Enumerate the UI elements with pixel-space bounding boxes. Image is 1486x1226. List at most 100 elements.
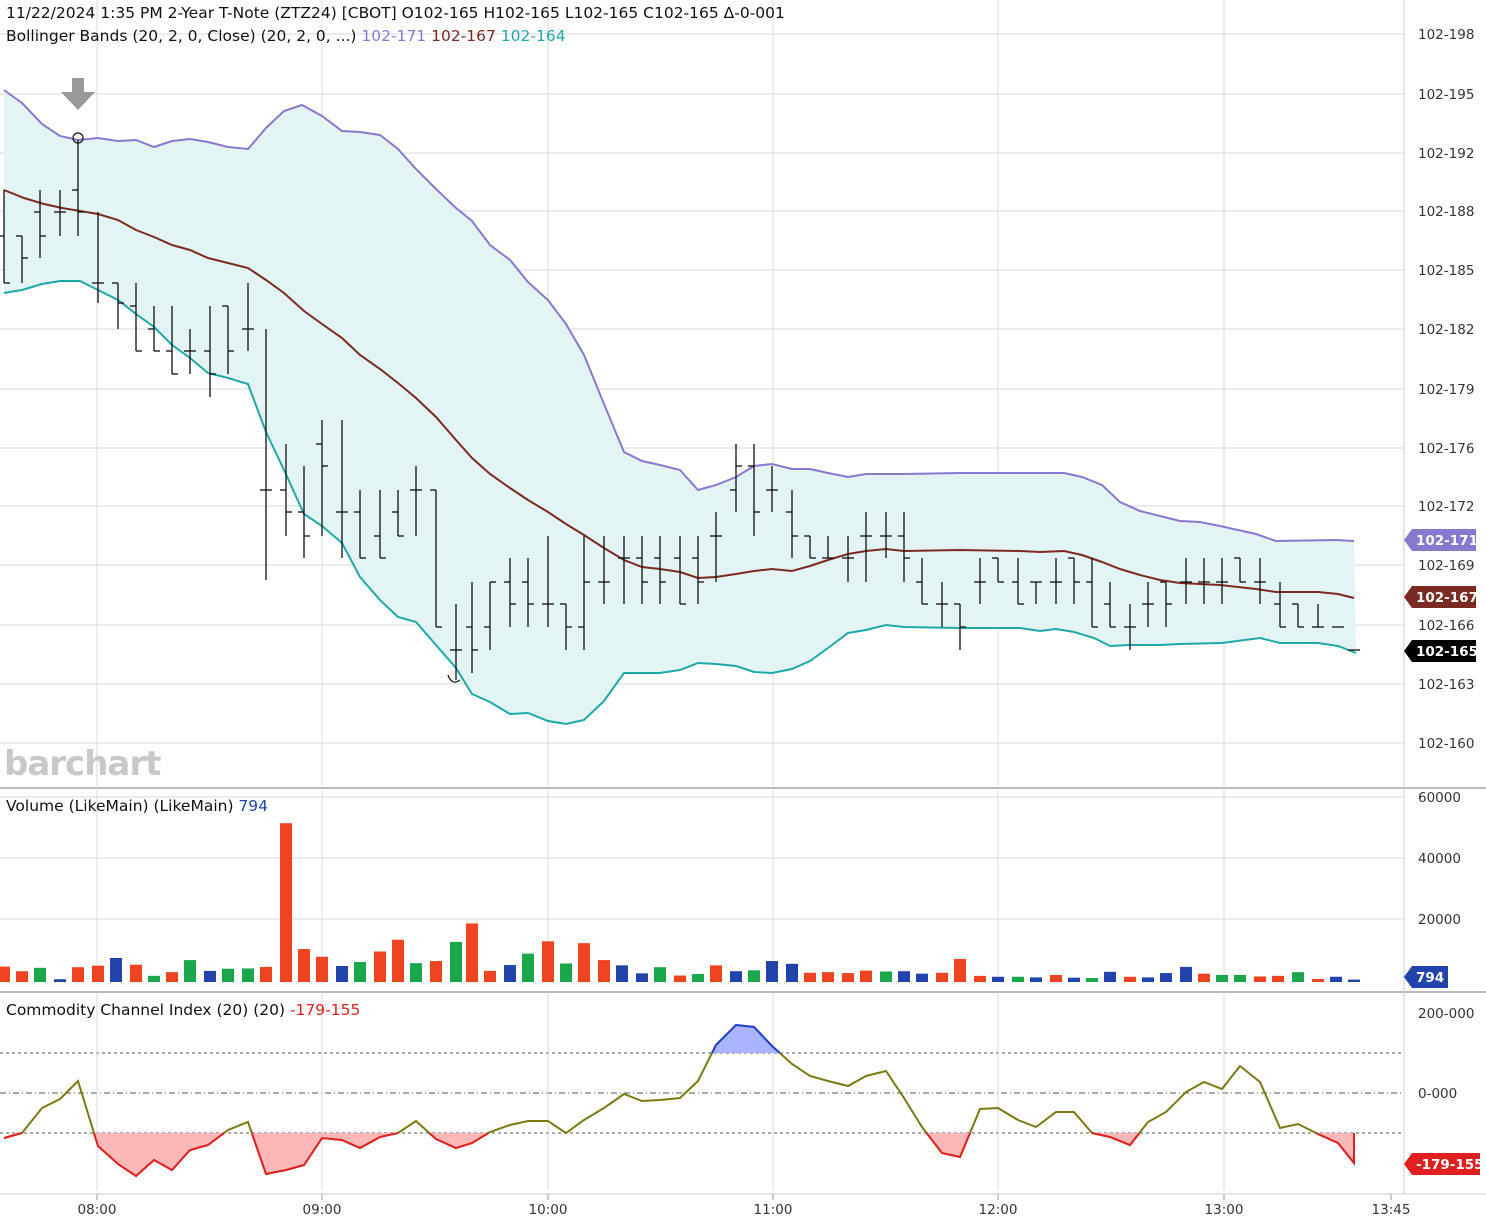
volume-bar xyxy=(1312,978,1324,982)
volume-bar xyxy=(992,976,1004,982)
cci-tick-label: 200-000 xyxy=(1418,1006,1474,1022)
session-low-marker xyxy=(447,674,461,683)
bollinger-upper-line xyxy=(3,89,1355,543)
volume-bar xyxy=(542,941,554,982)
price-tick-label: 102-198 xyxy=(1418,27,1474,43)
price-tick-label: 102-179 xyxy=(1418,382,1474,398)
volume-bar xyxy=(410,963,422,982)
volume-bar xyxy=(692,973,704,982)
volume-tag-bg xyxy=(1404,966,1448,988)
volume-bar xyxy=(260,966,272,982)
volume-bar xyxy=(0,966,10,982)
cci-legend: Commodity Channel Index (20) (20) -179-1… xyxy=(6,1001,360,1019)
session-high-marker xyxy=(72,132,84,144)
volume-bar xyxy=(1030,977,1042,982)
price-tick-label: 102-163 xyxy=(1418,677,1474,693)
cci-oversold-line xyxy=(1315,1132,1355,1166)
price-tick-label: 102-166 xyxy=(1418,618,1474,634)
volume-bar xyxy=(842,973,854,982)
volume-bar xyxy=(578,943,590,982)
volume-bar xyxy=(954,958,966,982)
cci-oversold-line xyxy=(3,1132,23,1139)
volume-bar xyxy=(598,960,610,982)
volume-bar xyxy=(654,967,666,982)
cci-oversold-line xyxy=(428,1132,489,1150)
volume-bars xyxy=(0,823,1360,982)
volume-bar xyxy=(1272,975,1284,982)
price-tag-text: 102-167 xyxy=(1416,590,1478,606)
volume-bar xyxy=(336,965,348,982)
volume-bar xyxy=(298,949,310,982)
price-tag-bg xyxy=(1404,640,1476,662)
volume-bar xyxy=(522,953,534,982)
volume-bar xyxy=(1124,976,1136,982)
volume-bar xyxy=(280,823,292,982)
volume-bar xyxy=(166,972,178,982)
volume-bar xyxy=(916,973,928,982)
cci-overbought-line xyxy=(711,1023,781,1054)
cci-oversold-fill xyxy=(251,1133,398,1174)
volume-bar xyxy=(1330,976,1342,982)
volume-tick-label: 20000 xyxy=(1418,912,1461,928)
volume-bar xyxy=(1254,976,1266,982)
price-tick-label: 102-195 xyxy=(1418,87,1474,103)
volume-bar xyxy=(504,965,516,982)
time-tick-label: 13:45 xyxy=(1372,1202,1411,1218)
volume-bar xyxy=(822,972,834,982)
volume-bar xyxy=(16,971,28,982)
volume-bar xyxy=(1198,973,1210,982)
volume-bar xyxy=(1216,974,1228,982)
volume-bar xyxy=(450,941,462,982)
volume-bar xyxy=(354,961,366,982)
volume-bar xyxy=(54,979,66,982)
time-tick-label: 10:00 xyxy=(529,1202,568,1218)
cci-value: -179-155 xyxy=(289,1001,361,1019)
volume-bar xyxy=(766,961,778,982)
volume-value: 794 xyxy=(238,797,269,815)
volume-bar xyxy=(898,971,910,982)
volume-bar xyxy=(560,963,572,982)
cci-line xyxy=(3,1023,1355,1178)
cci-oversold-fill xyxy=(94,1133,224,1176)
bollinger-lower-value: 102-164 xyxy=(500,27,566,45)
cci-oversold-fill xyxy=(429,1133,489,1148)
price-tag-text: 102-171 xyxy=(1416,533,1478,549)
volume-bar xyxy=(316,956,328,982)
price-tick-label: 102-188 xyxy=(1418,204,1474,220)
bollinger-upper-value: 102-171 xyxy=(361,27,427,45)
volume-bar xyxy=(184,960,196,982)
volume-bar xyxy=(936,972,948,982)
cci-overbought-fill xyxy=(712,1025,780,1053)
price-tick-label: 102-169 xyxy=(1418,558,1474,574)
volume-bar xyxy=(1050,974,1062,982)
volume-bar xyxy=(484,970,496,982)
price-tick-label: 102-160 xyxy=(1418,736,1474,752)
cci-oversold-fill xyxy=(1316,1133,1354,1163)
down-arrow-icon xyxy=(61,78,95,110)
volume-bar xyxy=(1086,977,1098,982)
volume-bar xyxy=(242,968,254,982)
volume-bar xyxy=(616,965,628,982)
volume-label: Volume (LikeMain) (LikeMain) xyxy=(6,797,234,815)
price-tag: 102-167 xyxy=(1404,586,1478,608)
volume-bar xyxy=(730,971,742,982)
volume-bar xyxy=(804,972,816,982)
volume-bar xyxy=(110,957,122,982)
volume-legend: Volume (LikeMain) (LikeMain) 794 xyxy=(6,797,268,815)
volume-tick-label: 40000 xyxy=(1418,851,1461,867)
volume-bar xyxy=(1234,974,1246,982)
bollinger-legend: Bollinger Bands (20, 2, 0, Close) (20, 2… xyxy=(6,27,566,45)
volume-bar xyxy=(430,961,442,982)
cci-tag-text: -179-155 xyxy=(1416,1157,1484,1173)
volume-bar xyxy=(710,965,722,982)
price-bars xyxy=(0,78,1360,683)
volume-bar xyxy=(636,973,648,982)
volume-bar xyxy=(34,967,46,982)
cci-oversold-fill xyxy=(926,1133,970,1157)
volume-tag: 794 xyxy=(1404,966,1448,988)
cci-tag: -179-155 xyxy=(1404,1153,1484,1175)
cci-oversold-line xyxy=(250,1132,399,1176)
volume-tick-label: 60000 xyxy=(1418,790,1461,806)
volume-bar xyxy=(748,970,760,982)
